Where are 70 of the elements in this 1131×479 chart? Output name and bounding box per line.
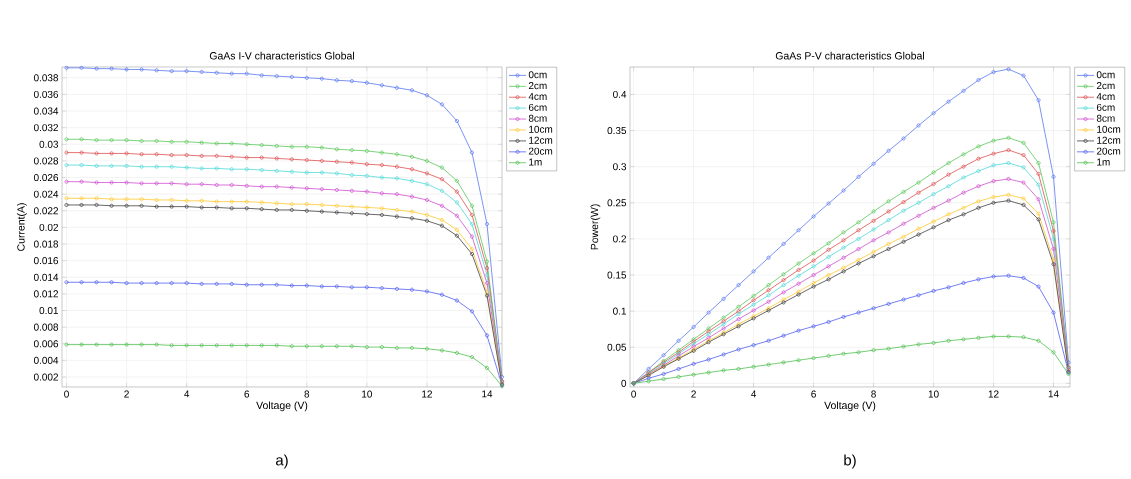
y-tick-label: 0.2 bbox=[613, 235, 626, 243]
legend-label: 0cm bbox=[1096, 71, 1115, 79]
y-tick-label: 0.03 bbox=[39, 140, 59, 148]
y-tick-label: 0.1 bbox=[613, 307, 627, 315]
legend-label: 6cm bbox=[1096, 103, 1115, 111]
legend-label: 2cm bbox=[1096, 82, 1115, 90]
x-tick-label: 6 bbox=[811, 390, 816, 398]
y-tick-label: 0.05 bbox=[607, 343, 627, 351]
y-tick-label: 0.022 bbox=[33, 207, 58, 215]
x-tick-label: 8 bbox=[304, 390, 310, 398]
legend-label: 1m bbox=[529, 158, 542, 166]
y-tick-label: 0.006 bbox=[33, 340, 59, 348]
y-tick-label: 0.026 bbox=[33, 174, 59, 182]
x-tick-label: 0 bbox=[631, 390, 636, 398]
y-tick-label: 0 bbox=[621, 379, 627, 387]
x-tick-label: 10 bbox=[928, 390, 939, 398]
y-tick-label: 0.3 bbox=[613, 163, 627, 171]
legend-label: 10cm bbox=[529, 125, 553, 133]
y-tick-label: 0.15 bbox=[607, 271, 627, 279]
legend-label: 12cm bbox=[529, 136, 553, 144]
y-tick-label: 0.018 bbox=[33, 240, 59, 248]
legend-label: 1m bbox=[1097, 158, 1110, 166]
x-axis-title: Voltage (V) bbox=[824, 401, 876, 412]
y-tick-label: 0.4 bbox=[613, 90, 627, 98]
legend-label: 2cm bbox=[528, 82, 547, 90]
text: b) bbox=[844, 454, 856, 469]
legend-label: 6cm bbox=[528, 103, 547, 111]
y-tick-label: 0.008 bbox=[33, 323, 59, 331]
legend-label: 8cm bbox=[528, 114, 547, 122]
y-tick-label: 0.036 bbox=[33, 90, 59, 98]
x-tick-label: 0 bbox=[64, 390, 69, 398]
x-tick-label: 12 bbox=[422, 390, 432, 398]
y-tick-label: 0.034 bbox=[33, 107, 59, 115]
chart-title: GaAs I-V characteristics Global bbox=[209, 51, 354, 60]
y-tick-label: 0.002 bbox=[33, 373, 58, 381]
y-tick-label: 0.032 bbox=[33, 124, 58, 132]
y-axis-title: Power(W) bbox=[590, 204, 601, 250]
y-tick-label: 0.25 bbox=[607, 199, 627, 207]
x-tick-label: 14 bbox=[482, 390, 493, 398]
legend-label: 10cm bbox=[1097, 125, 1121, 133]
y-tick-label: 0.028 bbox=[33, 157, 59, 165]
legend-label: 20cm bbox=[528, 147, 553, 155]
y-tick-label: 0.012 bbox=[33, 290, 58, 298]
x-tick-label: 4 bbox=[184, 390, 190, 398]
y-tick-label: 0.014 bbox=[33, 273, 59, 281]
legend-label: 8cm bbox=[1096, 114, 1115, 122]
x-tick-label: 8 bbox=[871, 390, 876, 398]
y-tick-label: 0.024 bbox=[33, 190, 59, 198]
x-axis-title: Voltage (V) bbox=[256, 401, 308, 412]
legend-label: 4cm bbox=[528, 93, 547, 100]
chart-title: GaAs P-V characteristics Global bbox=[775, 51, 924, 60]
y-tick-label: 0.02 bbox=[39, 223, 58, 231]
x-tick-label: 6 bbox=[244, 390, 250, 398]
x-tick-label: 2 bbox=[124, 390, 129, 398]
y-tick-label: 0.01 bbox=[39, 306, 59, 315]
x-tick-label: 2 bbox=[691, 390, 696, 398]
legend-label: 0cm bbox=[528, 71, 547, 79]
y-tick-label: 0.004 bbox=[33, 356, 59, 364]
legend-label: 12cm bbox=[1097, 136, 1121, 144]
x-tick-label: 14 bbox=[1048, 390, 1059, 398]
x-tick-label: 4 bbox=[751, 390, 757, 398]
y-tick-label: 0.038 bbox=[33, 74, 59, 82]
legend-label: 4cm bbox=[1096, 93, 1115, 100]
x-tick-label: 12 bbox=[988, 390, 999, 398]
x-tick-label: 10 bbox=[362, 390, 373, 398]
y-tick-label: 0.016 bbox=[33, 257, 59, 265]
text: a) bbox=[276, 454, 288, 469]
y-tick-label: 0.35 bbox=[607, 127, 627, 135]
legend-label: 20cm bbox=[1096, 147, 1121, 155]
y-axis-title: Current(A) bbox=[16, 203, 27, 251]
